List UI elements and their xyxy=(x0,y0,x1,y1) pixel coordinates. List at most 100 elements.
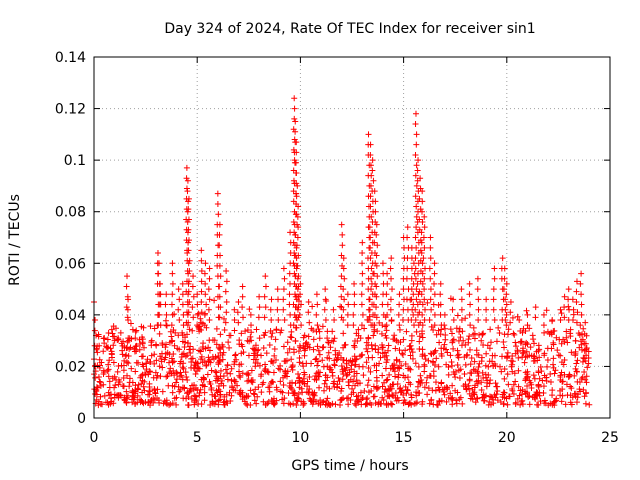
data-point xyxy=(173,401,180,408)
data-point xyxy=(291,95,298,102)
data-point xyxy=(373,221,380,228)
data-point xyxy=(450,296,457,303)
data-point xyxy=(373,283,380,290)
data-point xyxy=(208,385,215,392)
data-point xyxy=(492,380,499,387)
data-point xyxy=(231,361,238,368)
data-point xyxy=(247,333,254,340)
data-point xyxy=(540,383,547,390)
data-point xyxy=(173,394,180,401)
data-point xyxy=(247,311,254,318)
data-point xyxy=(336,378,343,385)
data-point xyxy=(253,400,260,407)
data-point xyxy=(198,353,205,360)
data-point xyxy=(366,224,373,231)
data-point xyxy=(418,239,425,246)
data-point xyxy=(495,324,502,331)
data-point xyxy=(419,334,426,341)
data-point xyxy=(418,291,425,298)
data-point xyxy=(524,383,531,390)
data-point xyxy=(441,322,448,329)
data-point xyxy=(169,280,176,287)
data-point xyxy=(228,377,235,384)
data-point xyxy=(519,401,526,408)
data-point xyxy=(417,206,424,213)
data-point xyxy=(214,200,221,207)
data-point xyxy=(502,296,509,303)
data-point xyxy=(289,366,296,373)
data-point xyxy=(579,336,586,343)
data-point xyxy=(332,347,339,354)
data-point xyxy=(565,286,572,293)
data-point xyxy=(262,273,269,280)
data-point xyxy=(412,275,419,282)
data-point xyxy=(184,219,191,226)
data-point xyxy=(389,381,396,388)
data-point xyxy=(175,383,182,390)
data-point xyxy=(198,288,205,295)
data-point xyxy=(175,286,182,293)
data-point xyxy=(412,110,419,117)
data-point xyxy=(359,311,366,318)
data-point xyxy=(262,283,269,290)
data-point xyxy=(255,314,262,321)
data-point xyxy=(413,162,420,169)
data-point xyxy=(399,317,406,324)
data-point xyxy=(580,325,587,332)
data-point xyxy=(387,400,394,407)
data-point xyxy=(97,401,104,408)
data-point xyxy=(313,291,320,298)
data-point xyxy=(424,374,431,381)
data-point xyxy=(421,224,428,231)
data-point xyxy=(319,357,326,364)
data-point xyxy=(185,198,192,205)
data-point xyxy=(565,373,572,380)
data-point xyxy=(573,399,580,406)
data-point xyxy=(554,347,561,354)
data-point xyxy=(366,317,373,324)
data-point xyxy=(124,392,131,399)
data-point xyxy=(494,387,501,394)
data-point xyxy=(196,323,203,330)
data-point xyxy=(158,358,165,365)
data-point xyxy=(125,352,132,359)
data-point xyxy=(541,397,548,404)
data-point xyxy=(238,361,245,368)
data-point xyxy=(367,234,374,241)
x-tick-label: 20 xyxy=(498,430,516,446)
data-point xyxy=(330,306,337,313)
data-point xyxy=(369,345,376,352)
data-point xyxy=(163,311,170,318)
data-point xyxy=(119,351,126,358)
data-point xyxy=(163,341,170,348)
data-point xyxy=(367,182,374,189)
data-point xyxy=(325,339,332,346)
data-point xyxy=(338,396,345,403)
data-point xyxy=(294,221,301,228)
data-point xyxy=(418,208,425,215)
data-point xyxy=(544,357,551,364)
data-point xyxy=(543,307,550,314)
data-point xyxy=(319,344,326,351)
data-point xyxy=(184,390,191,397)
data-point xyxy=(403,390,410,397)
data-point xyxy=(173,376,180,383)
data-point xyxy=(396,301,403,308)
data-point xyxy=(95,373,102,380)
data-point xyxy=(479,331,486,338)
data-point xyxy=(183,164,190,171)
data-point xyxy=(501,331,508,338)
data-point xyxy=(310,346,317,353)
data-point xyxy=(132,382,139,389)
data-point xyxy=(117,392,124,399)
data-point xyxy=(216,283,223,290)
data-point xyxy=(512,343,519,350)
data-point xyxy=(104,399,111,406)
data-point xyxy=(145,371,152,378)
data-point xyxy=(486,345,493,352)
data-point xyxy=(437,291,444,298)
data-point xyxy=(239,283,246,290)
data-point xyxy=(337,402,344,409)
data-point xyxy=(574,391,581,398)
data-point xyxy=(389,392,396,399)
